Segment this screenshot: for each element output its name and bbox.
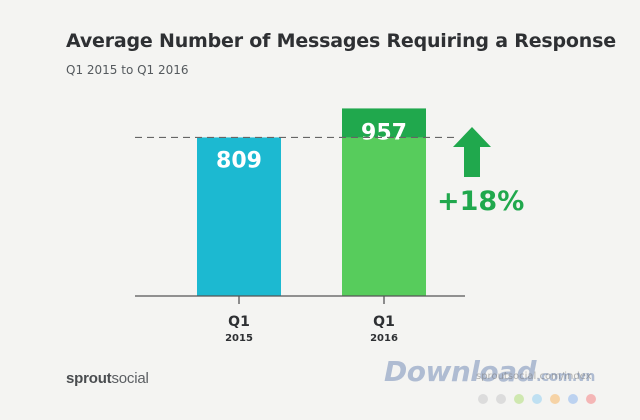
x-tick-label-2016: Q1 <box>373 314 395 330</box>
chart-subtitle: Q1 2015 to Q1 2016 <box>66 63 189 77</box>
x-tick-label-2015: Q1 <box>228 314 250 330</box>
watermark-dot <box>514 394 524 404</box>
up-arrow-icon <box>453 127 491 177</box>
watermark-dot <box>496 394 506 404</box>
chart-title: Average Number of Messages Requiring a R… <box>66 30 616 52</box>
download-watermark: Download.com.vn <box>384 355 595 388</box>
watermark-url: sproutsocial.com/index <box>476 371 592 382</box>
bar-q1-2015 <box>197 137 281 296</box>
x-tick-year-2016: 2016 <box>370 333 398 344</box>
change-percent-label: +18% <box>437 186 524 217</box>
watermark-dot <box>478 394 488 404</box>
watermark-dots <box>478 394 596 404</box>
watermark-dot <box>550 394 560 404</box>
bar-value-label-2015: 809 <box>216 148 262 173</box>
bar-value-label-2016: 957 <box>361 120 407 145</box>
watermark-dot <box>586 394 596 404</box>
x-tick-year-2015: 2015 <box>225 333 253 344</box>
sprout-social-logo: sproutsocial <box>66 370 149 387</box>
watermark-dot <box>568 394 578 404</box>
bar-q1-2016 <box>342 137 426 296</box>
bar-increase-segment <box>342 108 426 138</box>
watermark-dot <box>532 394 542 404</box>
